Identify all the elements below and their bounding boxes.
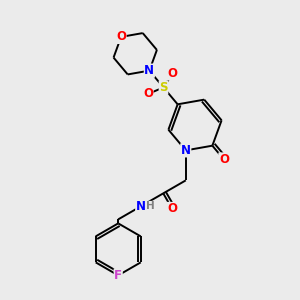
Text: N: N xyxy=(136,200,146,213)
Text: N: N xyxy=(144,64,154,77)
Text: O: O xyxy=(167,202,177,215)
Text: N: N xyxy=(181,144,191,157)
Text: O: O xyxy=(143,87,153,101)
Text: H: H xyxy=(146,201,155,212)
Text: O: O xyxy=(219,153,229,166)
Text: O: O xyxy=(167,67,178,80)
Text: F: F xyxy=(114,269,122,282)
Text: O: O xyxy=(116,30,126,44)
Text: S: S xyxy=(159,81,168,94)
